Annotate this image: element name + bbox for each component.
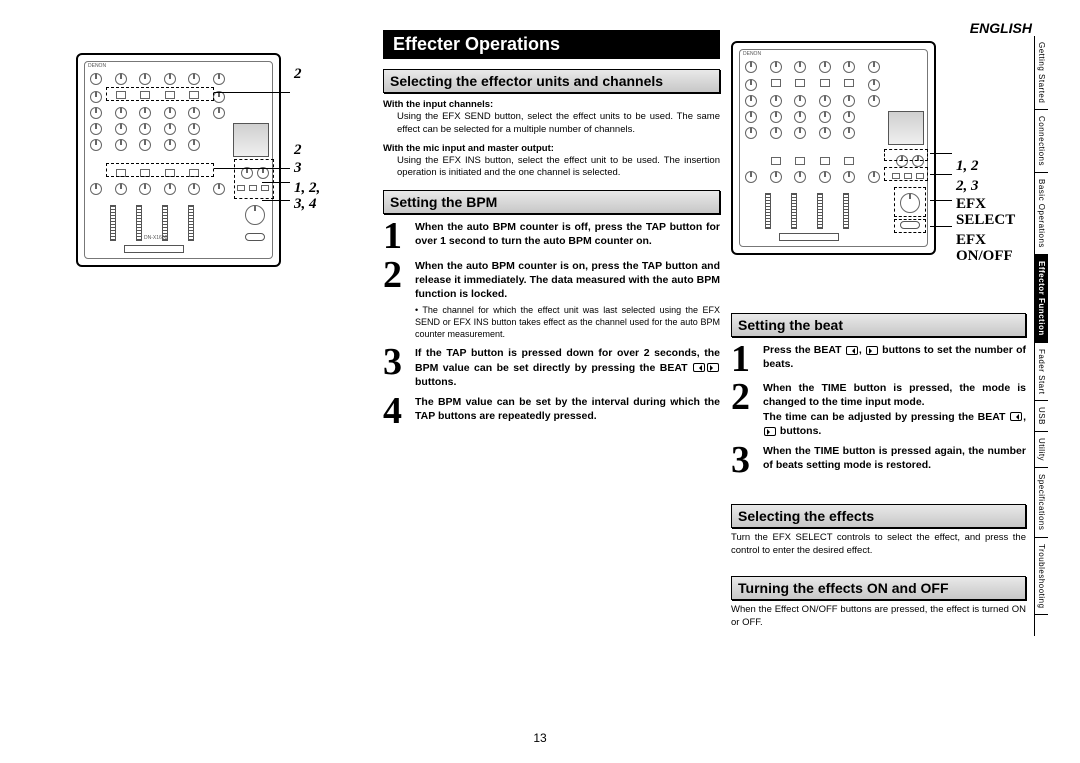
- mic-master-text: Using the EFX INS button, select the eff…: [383, 155, 720, 181]
- nav-troubleshooting[interactable]: Troubleshooting: [1035, 538, 1048, 616]
- nav-effector-function[interactable]: Effector Function: [1035, 255, 1048, 343]
- step-text: When the TIME button is pressed again, t…: [763, 444, 1026, 476]
- bpm-step-3: 3 If the TAP button is pressed down for …: [383, 346, 720, 389]
- beat-right-icon: [764, 427, 776, 436]
- nav-getting-started[interactable]: Getting Started: [1035, 36, 1048, 110]
- step-number: 2: [731, 381, 755, 438]
- step-text: When the TIME button is pressed, the mod…: [763, 381, 1026, 438]
- step-number: 2: [383, 259, 407, 341]
- nav-connections[interactable]: Connections: [1035, 110, 1048, 173]
- mic-master-label: With the mic input and master output:: [383, 143, 720, 154]
- beat-left-icon: [846, 346, 858, 355]
- step-text: If the TAP button is pressed down for ov…: [415, 346, 720, 389]
- left-callout-34: 3, 4: [294, 196, 317, 213]
- beat-right-icon: [707, 363, 719, 372]
- beat-left-icon: [693, 363, 705, 372]
- step-number: 3: [383, 346, 407, 389]
- section-onoff: Turning the effects ON and OFF: [731, 576, 1026, 600]
- page-title: Effecter Operations: [383, 30, 720, 59]
- beat-step-1: 1 Press the BEAT , buttons to set the nu…: [731, 343, 1026, 375]
- nav-usb[interactable]: USB: [1035, 401, 1048, 432]
- nav-utility[interactable]: Utility: [1035, 432, 1048, 468]
- step-number: 1: [383, 220, 407, 252]
- step-text: When the auto BPM counter is on, press t…: [415, 259, 720, 302]
- bpm-step-2: 2 When the auto BPM counter is on, press…: [383, 259, 720, 341]
- beat-right-icon: [866, 346, 878, 355]
- right-column: Setting the beat 1 Press the BEAT , butt…: [731, 313, 1026, 630]
- bpm-step-4: 4 The BPM value can be set by the interv…: [383, 395, 720, 427]
- beat-step-3: 3 When the TIME button is pressed again,…: [731, 444, 1026, 476]
- side-nav: Getting Started Connections Basic Operat…: [1034, 36, 1050, 636]
- right-callout-efx2: EFX: [956, 232, 986, 249]
- step-number: 1: [731, 343, 755, 375]
- left-callout-2b: 2: [294, 142, 302, 159]
- step-note: The channel for which the effect unit wa…: [415, 304, 720, 340]
- beat-step-2: 2 When the TIME button is pressed, the m…: [731, 381, 1026, 438]
- onoff-text: When the Effect ON/OFF buttons are press…: [731, 604, 1026, 630]
- right-callout-23: 2, 3: [956, 178, 979, 195]
- select-effects-text: Turn the EFX SELECT controls to select t…: [731, 532, 1026, 558]
- section-select-effects: Selecting the effects: [731, 504, 1026, 528]
- section-select-units: Selecting the effector units and channel…: [383, 69, 720, 93]
- beat-left-icon: [1010, 412, 1022, 421]
- brand-text: DENON: [88, 63, 106, 69]
- step-text: The BPM value can be set by the interval…: [415, 395, 720, 427]
- nav-specifications[interactable]: Specifications: [1035, 468, 1048, 537]
- step-number: 4: [383, 395, 407, 427]
- section-beat: Setting the beat: [731, 313, 1026, 337]
- mixer-diagram-left: DENON DN-X1600: [76, 53, 281, 267]
- mixer-diagram-right: DENON: [731, 41, 936, 255]
- right-callout-select: SELECT: [956, 212, 1015, 229]
- step-text: When the auto BPM counter is off, press …: [415, 220, 720, 252]
- step-text: Press the BEAT , buttons to set the numb…: [763, 343, 1026, 375]
- left-callout-2a: 2: [294, 66, 302, 83]
- bpm-step-1: 1 When the auto BPM counter is off, pres…: [383, 220, 720, 252]
- step-number: 3: [731, 444, 755, 476]
- right-callout-onoff: ON/OFF: [956, 248, 1013, 265]
- input-channels-text: Using the EFX SEND button, select the ef…: [383, 111, 720, 137]
- right-callout-12: 1, 2: [956, 158, 979, 175]
- center-column: Effecter Operations Selecting the effect…: [383, 30, 720, 427]
- page-number: 13: [0, 731, 1080, 745]
- left-callout-3: 3: [294, 160, 302, 177]
- left-callout-12: 1, 2,: [294, 180, 320, 197]
- nav-fader-start[interactable]: Fader Start: [1035, 343, 1048, 402]
- right-callout-efx: EFX: [956, 196, 986, 213]
- input-channels-label: With the input channels:: [383, 99, 720, 110]
- language-label: ENGLISH: [970, 20, 1032, 36]
- section-bpm: Setting the BPM: [383, 190, 720, 214]
- nav-basic-operations[interactable]: Basic Operations: [1035, 173, 1048, 255]
